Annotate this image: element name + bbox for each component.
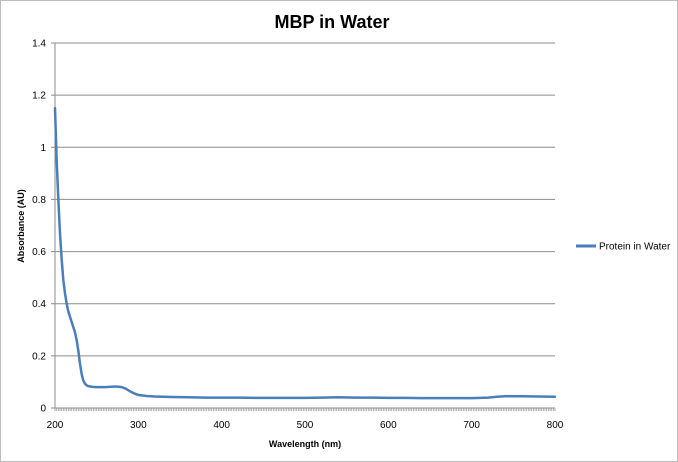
y-tick-label-1: 0.2 <box>32 351 46 362</box>
y-tick-label-6: 1.2 <box>32 91 46 102</box>
chart-title: MBP in Water <box>274 12 389 32</box>
y-axis-label: Absorbance (AU) <box>16 189 26 263</box>
legend: Protein in Water <box>576 242 671 253</box>
series-layer <box>53 106 557 400</box>
x-axis-label: Wavelength (nm) <box>269 439 341 449</box>
legend-label-protein-in-water: Protein in Water <box>599 242 671 253</box>
x-tick-label-1: 300 <box>130 420 147 431</box>
y-tick-label-7: 1.4 <box>32 39 46 50</box>
x-tick-label-0: 200 <box>47 420 64 431</box>
y-tick-label-3: 0.6 <box>32 247 46 258</box>
x-tick-label-5: 700 <box>463 420 480 431</box>
x-tick-label-6: 800 <box>547 420 564 431</box>
x-tick-label-4: 600 <box>380 420 397 431</box>
y-tick-label-5: 1 <box>40 143 46 154</box>
x-tick-label-2: 400 <box>213 420 230 431</box>
y-tick-label-4: 0.8 <box>32 195 46 206</box>
gridlines <box>55 42 555 357</box>
axes: 0 0.2 0.4 0.6 0.8 1 1.2 1.4 200 300 400 500 600 700 80… <box>32 39 564 432</box>
x-tick-label-3: 500 <box>297 420 314 431</box>
series-line-protein-in-water <box>53 106 557 400</box>
y-tick-label-0: 0 <box>40 404 46 415</box>
y-tick-label-2: 0.4 <box>32 299 46 310</box>
